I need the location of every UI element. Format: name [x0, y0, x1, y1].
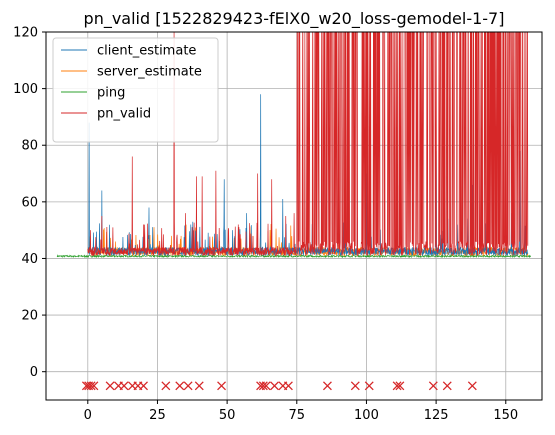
marker-layer [81, 381, 477, 391]
loss-marker [428, 381, 438, 391]
loss-marker [119, 381, 129, 391]
series-layer [56, 31, 531, 259]
x-tick-label: 25 [149, 408, 166, 423]
legend-label-server_estimate: server_estimate [97, 65, 202, 80]
series-line-ping [56, 254, 531, 259]
y-tick-label: 80 [21, 139, 38, 154]
x-tick-label: 100 [354, 408, 379, 423]
y-axis-ticks: 0 20 40 60 80 100 120 [13, 26, 46, 380]
loss-marker [194, 381, 204, 391]
loss-marker [261, 381, 271, 391]
y-tick-label: 0 [30, 365, 38, 380]
loss-marker [105, 381, 115, 391]
y-tick-label: 20 [21, 309, 38, 324]
x-tick-label: 125 [424, 408, 449, 423]
x-tick-label: 0 [84, 408, 92, 423]
y-tick-label: 60 [21, 195, 38, 210]
y-tick-label: 100 [13, 82, 38, 97]
loss-marker [175, 381, 185, 391]
series-line-pn_valid [87, 31, 529, 257]
x-tick-label: 150 [493, 408, 518, 423]
legend-box [52, 37, 219, 143]
x-axis-ticks: 0 25 50 75 100 125 150 [84, 400, 518, 423]
loss-marker [364, 381, 374, 391]
legend-label-client_estimate: client_estimate [97, 44, 196, 59]
loss-marker [86, 381, 96, 391]
loss-marker [283, 381, 293, 391]
legend-label-ping: ping [97, 86, 125, 101]
loss-marker [139, 381, 148, 391]
loss-marker [258, 381, 268, 391]
y-tick-label: 40 [21, 252, 38, 267]
x-tick-label: 50 [219, 408, 236, 423]
loss-marker [392, 381, 402, 391]
loss-marker [217, 381, 227, 391]
loss-marker [442, 381, 452, 391]
x-tick-label: 75 [289, 408, 306, 423]
loss-marker [89, 381, 99, 391]
legend-label-pn_valid: pn_valid [97, 107, 151, 122]
loss-marker [322, 381, 332, 391]
loss-marker [183, 381, 193, 391]
loss-marker [270, 381, 279, 391]
loss-marker [350, 381, 360, 391]
loss-marker [395, 381, 405, 391]
y-tick-label: 120 [13, 26, 38, 41]
loss-marker [467, 381, 477, 391]
loss-marker [161, 381, 171, 391]
plot-frame [45, 31, 543, 401]
chart-title: pn_valid [1522829423-fElX0_w20_loss-gemo… [84, 9, 505, 29]
